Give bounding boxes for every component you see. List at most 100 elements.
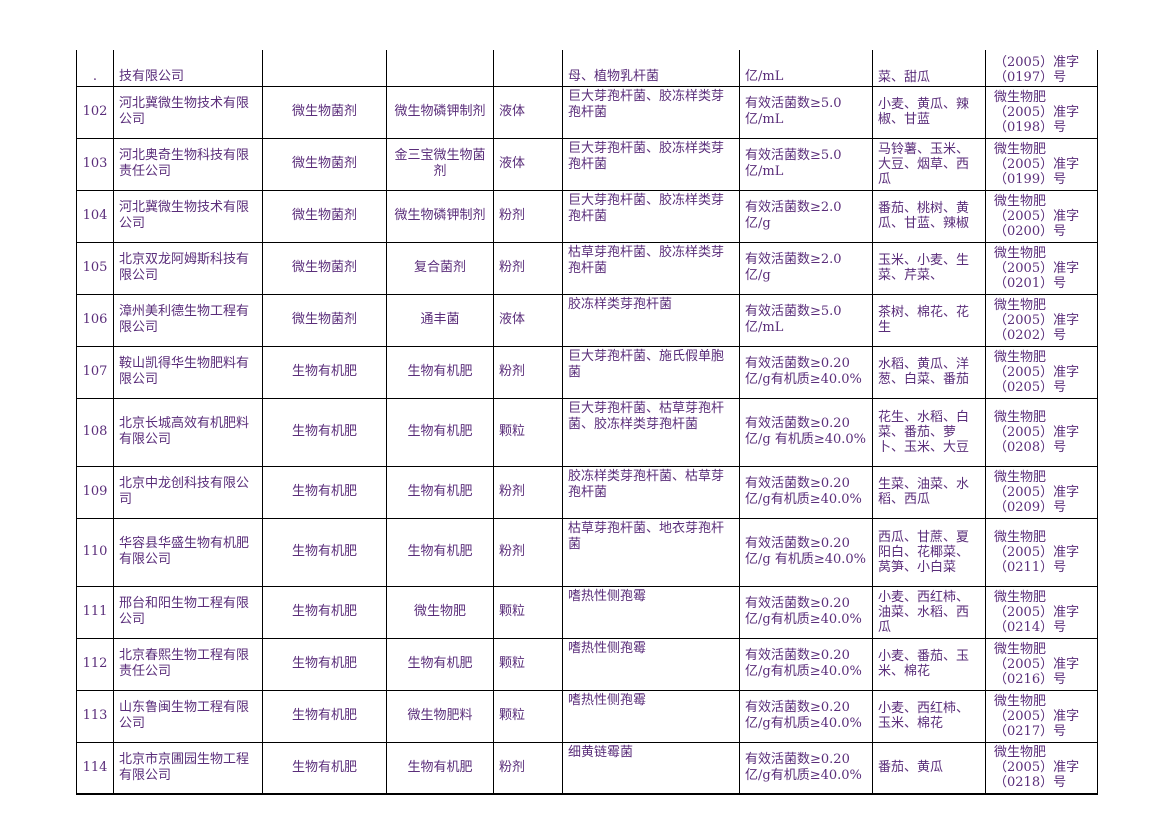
product-name: 通丰菌 (386, 293, 494, 347)
product-name: 复合菌剂 (386, 241, 494, 295)
product-name: 微生物磷钾制剂 (386, 85, 494, 139)
registration-line: （2005）准字 (994, 656, 1080, 672)
company-name: 华容县华盛生物有机肥有限公司 (113, 517, 263, 587)
active-content: 有效活菌数≥2.0亿/g (739, 189, 873, 243)
company-name: 河北冀微生物技术有限公司 (113, 85, 263, 139)
active-content: 有效活菌数≥0.20亿/g有机质≥40.0% (739, 585, 873, 639)
registration-line: （0197）号 (994, 69, 1067, 85)
active-content: 有效活菌数≥0.20亿/g有机质≥40.0% (739, 637, 873, 691)
registration-number: 微生物肥 （2005）准字 （0218）号 (985, 741, 1098, 795)
registration-line: （0199）号 (994, 171, 1067, 187)
strain-list: 胶冻样类芽孢杆菌、枯草芽孢杆菌 (562, 465, 740, 519)
active-content: 有效活菌数≥0.20亿/g 有机质≥40.0% (739, 517, 873, 587)
row-number: 103 (76, 137, 114, 191)
registration-number: 微生物肥 （2005）准字 （0211）号 (985, 517, 1098, 587)
registration-line: （0216）号 (994, 671, 1067, 687)
row-number: 113 (76, 689, 114, 743)
active-content: 有效活菌数≥0.20亿/g有机质≥40.0% (739, 741, 873, 795)
applicable-crops: 小麦、西红柿、油菜、水稻、西瓜 (872, 585, 986, 639)
product-name: 生物有机肥 (386, 741, 494, 795)
strain-list: 巨大芽孢杆菌、枯草芽孢杆菌、胶冻样类芽孢杆菌 (562, 397, 740, 467)
row-number: 106 (76, 293, 114, 347)
table-row: 105 北京双龙阿姆斯科技有限公司 微生物菌剂 复合菌剂 粉剂 枯草芽孢杆菌、胶冻样类芽孢… (76, 241, 1098, 295)
product-name: 微生物肥 (386, 585, 494, 639)
row-number: . (76, 50, 114, 87)
registration-line: （0214）号 (994, 619, 1067, 635)
registration-line: （0202）号 (994, 327, 1067, 343)
company-name: 鞍山凯得华生物肥料有限公司 (113, 345, 263, 399)
product-form: 粉剂 (493, 741, 563, 795)
registration-line: （2005）准字 (994, 424, 1080, 440)
product-name: 微生物磷钾制剂 (386, 189, 494, 243)
company-name: 北京中龙创科技有限公司 (113, 465, 263, 519)
registration-line: （2005）准字 (994, 260, 1080, 276)
registration-line: （2005）准字 (994, 760, 1080, 776)
registration-number: 微生物肥 （2005）准字 （0217）号 (985, 689, 1098, 743)
registration-line: 微生物肥 (994, 409, 1047, 425)
registration-line: （0218）号 (994, 775, 1067, 791)
company-name: 河北冀微生物技术有限公司 (113, 189, 263, 243)
product-type: 生物有机肥 (262, 517, 387, 587)
product-form: 液体 (493, 293, 563, 347)
registration-line: 微生物肥 (994, 641, 1047, 657)
row-number: 104 (76, 189, 114, 243)
product-form: 颗粒 (493, 585, 563, 639)
strain-list: 巨大芽孢杆菌、胶冻样类芽孢杆菌 (562, 85, 740, 139)
applicable-crops: 茶树、棉花、花生 (872, 293, 986, 347)
row-number: 108 (76, 397, 114, 467)
strain-list: 巨大芽孢杆菌、胶冻样类芽孢杆菌 (562, 189, 740, 243)
product-name (386, 50, 494, 87)
company-name: 北京春熙生物工程有限责任公司 (113, 637, 263, 691)
row-number: 114 (76, 741, 114, 795)
product-name: 生物有机肥 (386, 397, 494, 467)
active-content: 有效活菌数≥0.20亿/g 有机质≥40.0% (739, 397, 873, 467)
company-name: 北京长城高效有机肥料有限公司 (113, 397, 263, 467)
strain-list: 细黄链霉菌 (562, 741, 740, 795)
registration-number: 微生物肥 （2005）准字 （0216）号 (985, 637, 1098, 691)
product-name: 生物有机肥 (386, 345, 494, 399)
registration-line: （0208）号 (994, 439, 1067, 455)
product-name: 生物有机肥 (386, 465, 494, 519)
registration-line: 微生物肥 (994, 529, 1047, 545)
registration-line: （2005）准字 (994, 156, 1080, 172)
company-name: 山东鲁闽生物工程有限公司 (113, 689, 263, 743)
registration-line: （2005）准字 (994, 364, 1080, 380)
registration-table: . 技有限公司 母、植物乳杆菌 亿/mL 菜、甜瓜 （2005）准字 （0197）号 102 河… (76, 50, 1098, 795)
product-type: 生物有机肥 (262, 345, 387, 399)
product-type: 生物有机肥 (262, 689, 387, 743)
active-content: 有效活菌数≥5.0亿/mL (739, 293, 873, 347)
product-form: 颗粒 (493, 637, 563, 691)
registration-number: 微生物肥 （2005）准字 （0205）号 (985, 345, 1098, 399)
registration-line: （2005）准字 (994, 208, 1080, 224)
product-type: 生物有机肥 (262, 465, 387, 519)
table-row: 103 河北奥奇生物科技有限责任公司 微生物菌剂 金三宝微生物菌剂 液体 巨大芽孢杆菌、胶… (76, 137, 1098, 191)
registration-line: （0198）号 (994, 119, 1067, 135)
active-content: 有效活菌数≥0.20亿/g有机质≥40.0% (739, 689, 873, 743)
table-row: 112 北京春熙生物工程有限责任公司 生物有机肥 生物有机肥 颗粒 嗜热性侧孢霉 有效活菌数… (76, 637, 1098, 691)
product-form: 液体 (493, 137, 563, 191)
registration-number: 微生物肥 （2005）准字 （0198）号 (985, 85, 1098, 139)
strain-list: 母、植物乳杆菌 (562, 50, 740, 87)
applicable-crops: 番茄、桃树、黄瓜、甘蓝、辣椒 (872, 189, 986, 243)
product-form: 粉剂 (493, 189, 563, 243)
strain-list: 嗜热性侧孢霉 (562, 637, 740, 691)
product-type: 微生物菌剂 (262, 293, 387, 347)
registration-line: （0205）号 (994, 379, 1067, 395)
registration-number: （2005）准字 （0197）号 (985, 50, 1098, 87)
product-name: 生物有机肥 (386, 637, 494, 691)
product-form: 颗粒 (493, 689, 563, 743)
table-row: 114 北京市京圃园生物工程有限公司 生物有机肥 生物有机肥 粉剂 细黄链霉菌 有效活菌数≥… (76, 741, 1098, 795)
product-type: 生物有机肥 (262, 397, 387, 467)
row-number: 112 (76, 637, 114, 691)
product-type: 生物有机肥 (262, 585, 387, 639)
product-name: 生物有机肥 (386, 517, 494, 587)
active-content: 有效活菌数≥5.0亿/mL (739, 137, 873, 191)
product-form: 粉剂 (493, 241, 563, 295)
row-number: 105 (76, 241, 114, 295)
table-row: 107 鞍山凯得华生物肥料有限公司 生物有机肥 生物有机肥 粉剂 巨大芽孢杆菌、施氏假单胞… (76, 345, 1098, 399)
product-form: 粉剂 (493, 465, 563, 519)
registration-line: （2005）准字 (994, 312, 1080, 328)
registration-number: 微生物肥 （2005）准字 （0199）号 (985, 137, 1098, 191)
registration-line: （2005）准字 (994, 708, 1080, 724)
registration-line: （2005）准字 (994, 544, 1080, 560)
